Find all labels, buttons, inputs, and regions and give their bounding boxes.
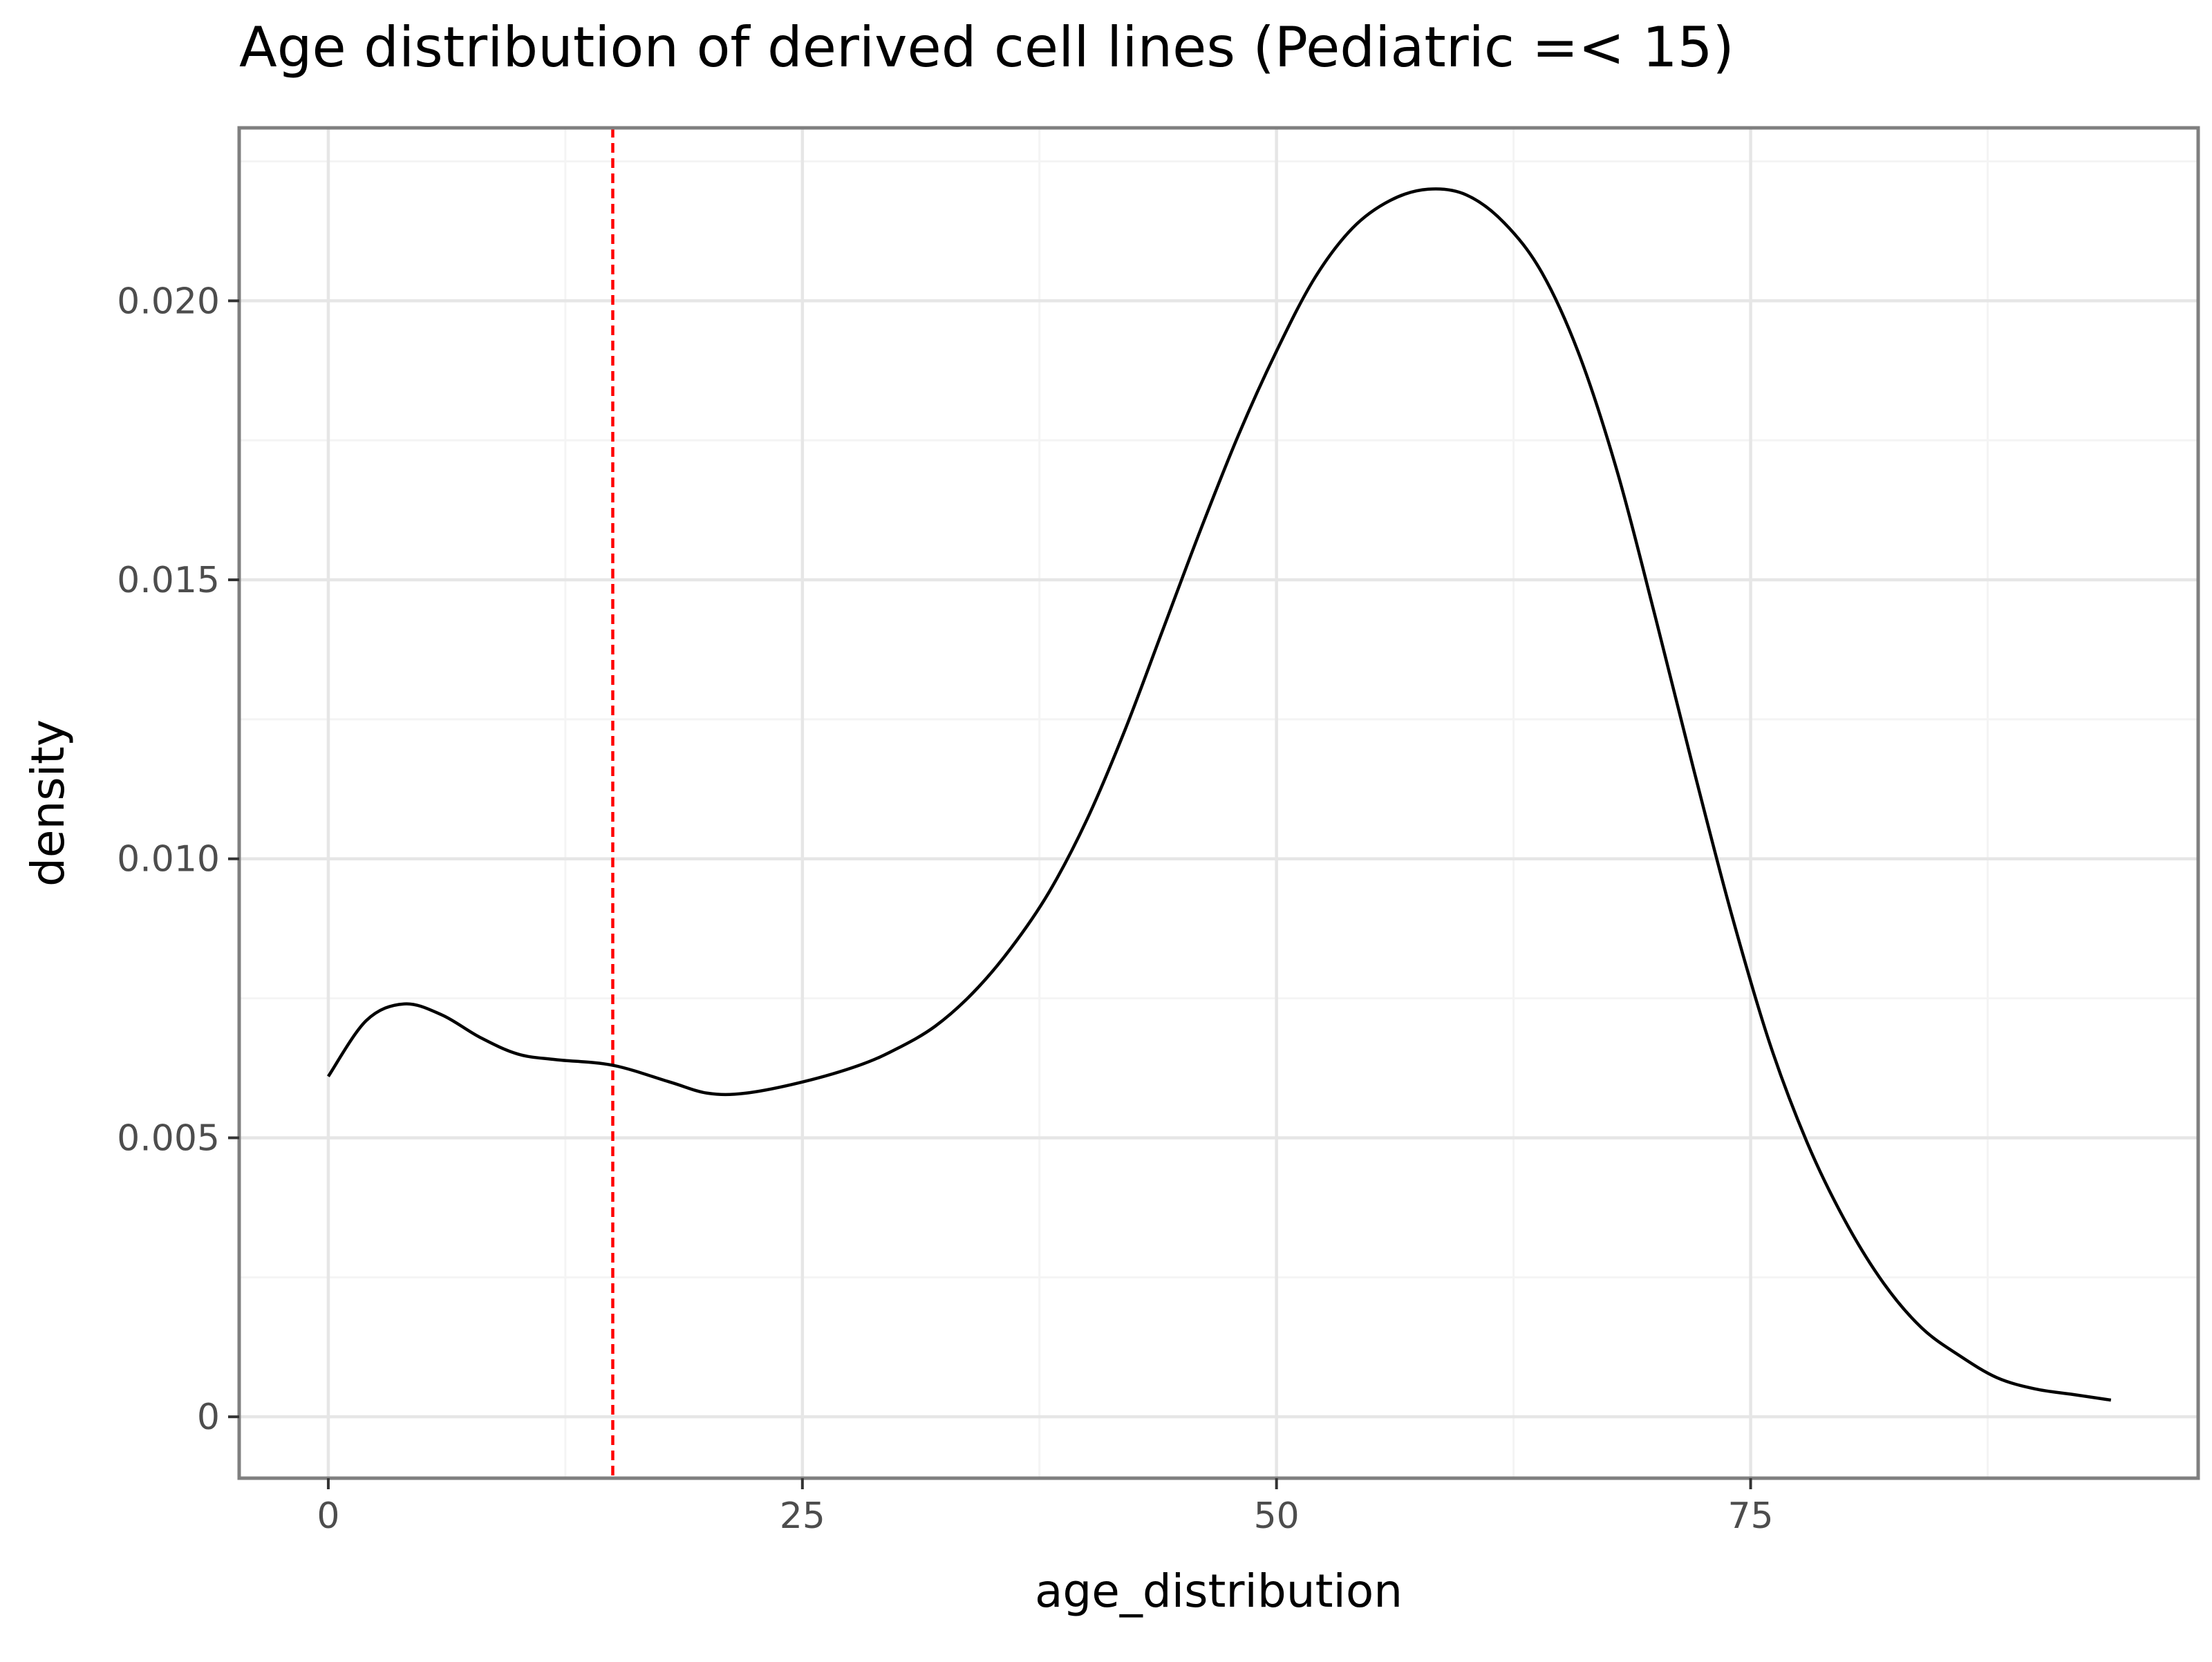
y-tick-label: 0.005 [117,1117,220,1159]
x-axis-ticks: 0 25 50 75 [317,1478,1774,1537]
y-tick-label: 0 [197,1397,220,1438]
chart-title: Age distribution of derived cell lines (… [239,15,1734,79]
x-tick-label: 0 [317,1495,339,1537]
x-tick-label: 75 [1727,1495,1773,1537]
minor-gridlines [239,128,2198,1478]
y-tick-label: 0.010 [117,839,220,880]
x-tick-label: 50 [1254,1495,1300,1537]
series-layer [327,187,2112,1402]
panel-background [239,128,2198,1478]
y-tick-label: 0.015 [117,560,220,601]
density-curve-line [327,187,2112,1402]
y-axis-ticks: 0 0.005 0.010 0.015 0.020 [117,281,239,1438]
x-tick-label: 25 [780,1495,825,1537]
x-axis-title: age_distribution [1035,1565,1403,1618]
y-tick-label: 0.020 [117,281,220,322]
panel-border [237,126,2200,1480]
y-axis-title: density [21,719,75,887]
